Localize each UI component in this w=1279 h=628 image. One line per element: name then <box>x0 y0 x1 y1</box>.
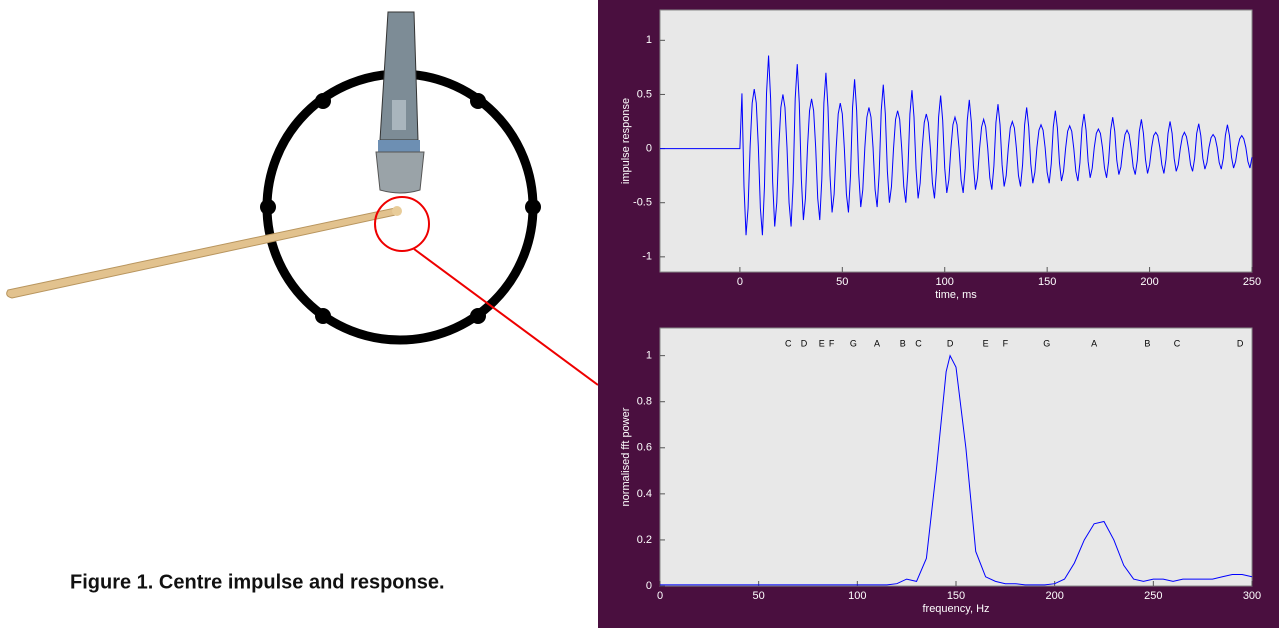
note-label: B <box>900 338 906 348</box>
note-label: G <box>1043 338 1050 348</box>
y-tick-label: 1 <box>646 350 652 362</box>
y-axis-label: impulse response <box>620 98 632 184</box>
x-tick-label: 100 <box>936 276 954 288</box>
note-label: D <box>947 338 954 348</box>
x-axis-label: time, ms <box>935 289 977 301</box>
note-label: D <box>801 338 808 348</box>
note-label: E <box>983 338 989 348</box>
x-tick-label: 150 <box>947 590 965 602</box>
x-tick-label: 250 <box>1144 590 1162 602</box>
note-label: G <box>850 338 857 348</box>
highlight-circle <box>374 196 430 252</box>
note-label: A <box>1091 338 1097 348</box>
x-tick-label: 100 <box>848 590 866 602</box>
data-line <box>660 55 1253 236</box>
caption: Figure 1. Centre impulse and response. <box>70 571 445 593</box>
plot-area <box>659 9 1253 273</box>
y-tick-label: -0.5 <box>633 197 652 209</box>
x-tick-label: 50 <box>836 276 848 288</box>
x-tick-label: 200 <box>1140 276 1158 288</box>
note-label: A <box>874 338 880 348</box>
y-tick-label: 0 <box>646 580 652 592</box>
x-tick-label: 0 <box>737 276 743 288</box>
y-tick-label: 0.8 <box>637 396 652 408</box>
callout-line <box>413 248 599 386</box>
note-label: B <box>1144 338 1150 348</box>
x-tick-label: 150 <box>1038 276 1056 288</box>
drum-illustration <box>6 11 599 386</box>
y-tick-label: 0 <box>646 142 652 154</box>
note-label: D <box>1237 338 1244 348</box>
y-tick-label: -1 <box>642 251 652 263</box>
x-tick-label: 300 <box>1243 590 1261 602</box>
note-label: C <box>1174 338 1181 348</box>
microphone <box>375 11 425 194</box>
y-tick-label: 1 <box>646 34 652 46</box>
drumstick <box>6 206 402 299</box>
note-label: F <box>1003 338 1009 348</box>
x-tick-label: 0 <box>657 590 663 602</box>
y-tick-label: 0.4 <box>637 488 652 500</box>
note-label: C <box>785 338 792 348</box>
x-tick-label: 50 <box>753 590 765 602</box>
y-axis-label: normalised fft power <box>620 407 632 506</box>
note-label: E <box>819 338 825 348</box>
data-line <box>660 354 1253 586</box>
drum-lugs <box>260 93 541 324</box>
y-tick-label: 0.5 <box>637 88 652 100</box>
note-label: C <box>915 338 922 348</box>
x-tick-label: 200 <box>1045 590 1063 602</box>
note-label: F <box>829 338 835 348</box>
x-axis-label: frequency, Hz <box>922 603 989 615</box>
x-tick-label: 250 <box>1243 276 1261 288</box>
y-tick-label: 0.6 <box>637 442 652 454</box>
y-tick-label: 0.2 <box>637 534 652 546</box>
